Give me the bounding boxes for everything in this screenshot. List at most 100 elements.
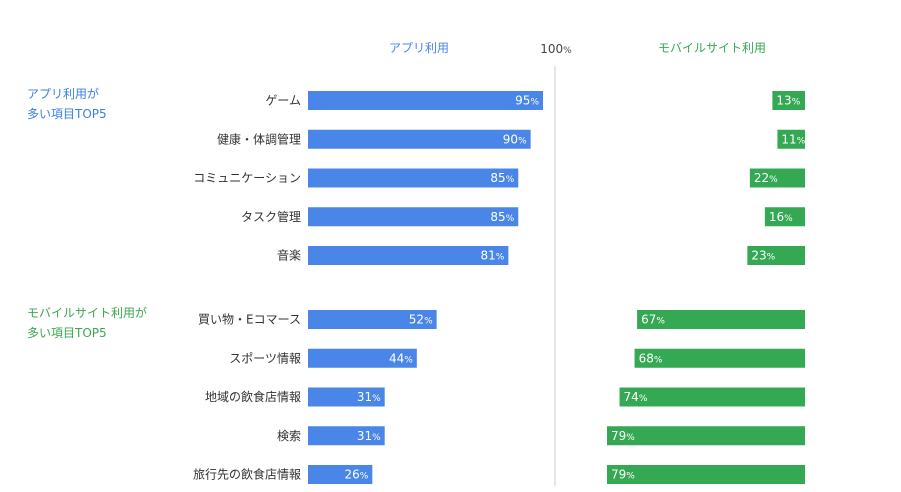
app-usage-value-number: 85 <box>490 210 505 224</box>
mobile-site-value: 23% <box>751 249 775 263</box>
mobile-site-bar <box>634 348 805 368</box>
mobile-site-value: 11% <box>781 132 805 146</box>
mobile-site-value-number: 68 <box>639 351 654 365</box>
mobile-site-value-unit: % <box>639 394 648 404</box>
mobile-site-value-unit: % <box>792 98 801 108</box>
mobile-site-value: 13% <box>776 94 800 108</box>
mobile-site-value-unit: % <box>626 433 635 443</box>
app-usage-value: 31% <box>357 429 381 443</box>
app-usage-value-unit: % <box>496 253 505 263</box>
app-usage-value-number: 85 <box>490 171 505 185</box>
category-label: コミュニケーション <box>193 171 301 185</box>
app-usage-value-number: 90 <box>503 132 518 146</box>
category-label: 検索 <box>277 429 301 443</box>
mobile-site-value-number: 23 <box>751 249 766 263</box>
mobile-site-value-unit: % <box>797 136 806 146</box>
group-label-line: 多い項目TOP5 <box>27 326 107 340</box>
header-100-percent: 100% <box>540 42 572 56</box>
mobile-site-value-number: 74 <box>624 390 639 404</box>
mobile-site-value-unit: % <box>767 253 776 263</box>
app-usage-bar <box>308 207 519 227</box>
app-usage-value-number: 52 <box>409 313 424 327</box>
app-usage-value: 52% <box>409 313 433 327</box>
app-usage-bar <box>308 426 385 446</box>
app-usage-value: 31% <box>357 390 381 404</box>
mobile-site-bar <box>619 387 805 407</box>
group-label-line: アプリ利用が <box>27 86 99 101</box>
header-mobile-site-usage: モバイルサイト利用 <box>658 41 766 55</box>
app-usage-value-unit: % <box>372 433 381 443</box>
category-label: ゲーム <box>265 94 301 108</box>
category-label: 地域の飲食店情報 <box>205 389 301 404</box>
app-usage-value: 95% <box>515 94 539 108</box>
mobile-site-value-number: 67 <box>641 313 656 327</box>
app-usage-value: 44% <box>389 351 413 365</box>
app-usage-value-number: 31 <box>357 390 372 404</box>
app-usage-bar <box>308 168 519 188</box>
app-usage-value: 26% <box>344 468 368 482</box>
app-usage-value-unit: % <box>424 317 433 327</box>
mobile-site-value-unit: % <box>654 355 663 365</box>
header-app-usage: アプリ利用 <box>389 41 449 55</box>
app-usage-value-unit: % <box>404 355 413 365</box>
header-100-unit: % <box>563 46 572 56</box>
mobile-site-bar <box>637 310 805 329</box>
mobile-site-value: 74% <box>624 390 648 404</box>
group-label-1: アプリ利用が多い項目TOP5 <box>27 86 107 121</box>
app-usage-bar <box>308 310 437 329</box>
mobile-site-bar <box>749 168 805 188</box>
header-100-value: 100 <box>540 42 563 56</box>
app-usage-value-unit: % <box>506 214 515 224</box>
category-label: スポーツ情報 <box>229 351 301 365</box>
mobile-site-value-unit: % <box>656 317 665 327</box>
mobile-site-value-number: 79 <box>611 468 626 482</box>
app-usage-value-unit: % <box>360 472 369 482</box>
app-usage-value: 81% <box>481 249 505 263</box>
category-label: タスク管理 <box>241 209 301 224</box>
mobile-site-bar <box>747 246 805 265</box>
app-usage-value-unit: % <box>530 98 539 108</box>
mobile-site-bar <box>607 426 805 446</box>
app-usage-value-number: 44 <box>389 351 404 365</box>
app-usage-value-unit: % <box>518 136 527 146</box>
category-label: 健康・体調管理 <box>217 131 301 146</box>
category-label: 買い物・Eコマース <box>198 313 301 327</box>
group-label-2: モバイルサイト利用が多い項目TOP5 <box>27 305 147 340</box>
group-label-line: モバイルサイト利用が <box>27 305 147 320</box>
mobile-site-bar <box>764 207 805 227</box>
category-label: 音楽 <box>277 248 301 263</box>
mobile-site-value-unit: % <box>769 175 778 185</box>
app-usage-bar <box>308 91 543 110</box>
mobile-site-value-number: 22 <box>754 171 769 185</box>
mobile-site-value: 68% <box>639 351 663 365</box>
mobile-site-value-unit: % <box>626 472 635 482</box>
category-label: 旅行先の飲食店情報 <box>193 467 301 482</box>
app-usage-value-unit: % <box>372 394 381 404</box>
app-usage-value: 85% <box>490 171 514 185</box>
app-usage-value-number: 95 <box>515 94 530 108</box>
app-usage-value-unit: % <box>506 175 515 185</box>
app-usage-value-number: 81 <box>481 249 496 263</box>
app-usage-value-number: 26 <box>344 468 359 482</box>
mobile-site-value-number: 11 <box>781 132 796 146</box>
app-usage-value-number: 31 <box>357 429 372 443</box>
mobile-site-bar <box>772 91 805 110</box>
app-usage-bar <box>308 348 417 368</box>
app-usage-bar <box>308 129 531 149</box>
mobile-site-value-number: 16 <box>769 210 784 224</box>
mobile-site-value: 22% <box>754 171 778 185</box>
app-usage-value: 85% <box>490 210 514 224</box>
mobile-site-bar <box>607 465 805 484</box>
mobile-site-value-number: 13 <box>776 94 791 108</box>
app-usage-value: 90% <box>503 132 527 146</box>
mobile-site-value-number: 79 <box>611 429 626 443</box>
mobile-site-bar <box>777 129 805 149</box>
app-usage-bar <box>308 246 509 265</box>
mobile-site-value: 67% <box>641 313 665 327</box>
app-usage-bar <box>308 465 373 484</box>
mobile-site-value: 79% <box>611 429 635 443</box>
mobile-site-value-unit: % <box>784 214 793 224</box>
group-label-line: 多い項目TOP5 <box>27 107 107 121</box>
